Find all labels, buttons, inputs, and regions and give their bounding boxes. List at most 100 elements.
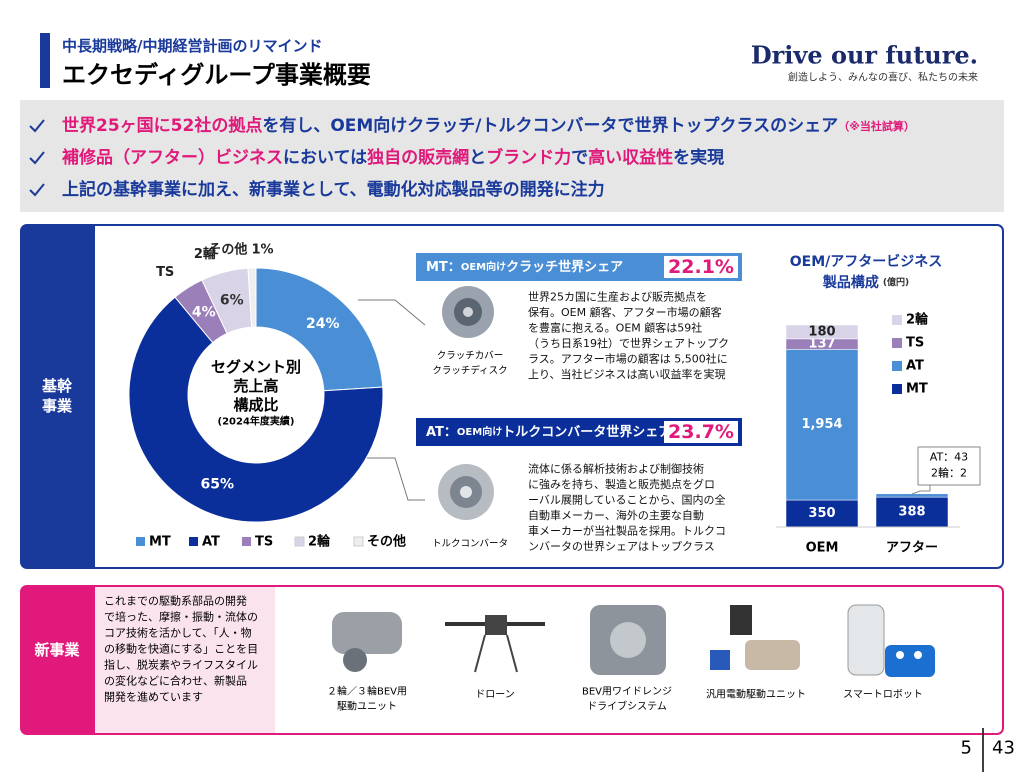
legend-label: AT [906,359,924,374]
slice-name-label: 2輪 [194,246,217,262]
image-caption: クラッチカバー [437,351,504,362]
legend-label: AT [202,535,220,550]
legend-swatch [189,537,198,546]
highlight-segment: においては [283,148,367,168]
clutch-image [442,286,494,338]
slice-name-label: TS [156,265,174,280]
tagline: 創造しよう、みんなの喜び、私たちの未来 [788,71,978,84]
robot-image [847,604,935,677]
highlight-box [20,100,1004,212]
donut-slice [128,296,384,523]
annotation-box [917,446,981,486]
description-line: 保有。OEM 顧客、アフター市場の顧客 [528,305,722,319]
donut-slice [255,267,384,392]
share-subject: トルクコンバータ世界シェア [502,424,671,440]
motor-unit-image [710,605,800,670]
description-line: 車メーカーが当社製品を採用。トルクコ [528,524,726,538]
item-caption: 駆動ユニット [337,700,397,713]
check-icon [29,151,45,165]
slice-name-label: その他 [208,242,247,258]
brand: Drive our future. [751,41,978,70]
share-value: 22.1% [668,256,734,278]
share-qualifier: OEM向け [457,425,502,438]
highlight-line: 世界25ヶ国に52社の拠点を有し、OEM向けクラッチ/トルクコンバータで世界トッ… [62,115,915,136]
share-subject: クラッチ世界シェア [506,259,623,275]
donut-title: 構成比 [233,396,278,414]
title-bar [40,33,50,88]
new-description-line: の変化などに合わせ、新製品 [104,674,247,688]
highlight-segment: 上記の基幹事業に加え、新事業として、電動化対応製品等の開発に注力 [62,179,605,200]
annotation-text: 2輪：2 [931,466,967,480]
description-line: 世界25カ国に生産および販売拠点を [528,290,707,304]
drive-system-image [590,605,666,675]
bar-value-label: 137 [808,337,835,352]
highlight-segment: 補修品（アフター）ビジネス [61,147,283,168]
share-prefix: MT： [426,260,461,275]
bar-title: 製品構成 (億円) [822,274,909,291]
donut-title: セグメント別 [211,358,301,376]
legend-label: MT [906,382,928,397]
new-label-band [21,586,95,734]
legend-swatch [353,536,364,547]
highlight-segment: を実現 [673,147,724,168]
donut-slice [247,267,257,328]
new-description-line: で培った、摩擦・振動・流体の [104,610,258,624]
highlight-segment: で [571,148,588,168]
connector [358,299,426,326]
core-label: 基幹事業 [41,377,73,415]
annotation-pointer [911,485,931,495]
connector [355,457,425,501]
legend-label: TS [255,535,273,550]
highlight-line: 上記の基幹事業に加え、新事業として、電動化対応製品等の開発に注力 [62,179,605,200]
new-description-line: 開発を進めています [104,690,203,704]
annotation-text: AT：43 [930,451,968,464]
drone-image [445,615,545,673]
description-line: に強みを持ち、製造と販売拠点をグロ [528,477,715,491]
bar-value-label: 1,954 [801,417,842,432]
new-description-line: の移動を快適にする」ことを目 [104,642,258,656]
slice-value-label: 24% [306,316,340,332]
torque-converter-image [438,464,494,520]
description-line: 流体に係る解析技術および制御技術 [528,462,704,476]
highlight-line: 補修品（アフター）ビジネスにおいては独自の販売網とブランド力で高い収益性を実現 [61,147,724,168]
legend-swatch [892,361,902,371]
bar-value-label: 180 [808,324,835,339]
donut-subtitle: (2024年度実績) [218,415,295,428]
description-line: 上り、当社ビジネスは高い収益率を実現 [528,367,726,381]
page-total: 43 [992,738,1015,759]
bar-category: OEM [806,541,839,556]
highlight-segment: 高い収益性 [588,147,673,168]
share-value-box [664,421,738,443]
legend-swatch [242,537,251,546]
slice-value-label: 1% [251,243,273,258]
bar-segment [875,493,949,498]
donut-title: 売上高 [233,377,278,395]
bar-unit: (億円) [883,276,909,288]
share-value: 23.7% [668,421,734,443]
new-description-line: これまでの駆動系部品の開発 [104,594,247,608]
description-line: ラス。アフター市場の顧客は 5,500社に [528,352,728,366]
bar-segment [785,349,859,501]
share-prefix: AT： [426,425,457,440]
highlight-segment: 独自の販売網 [367,147,469,168]
bar-category: アフター [886,541,938,556]
page-number: 5 [961,738,972,759]
legend-label: その他 [367,534,406,550]
legend-swatch [136,537,145,546]
legend-label: 2輪 [308,534,331,550]
new-description-box [95,587,275,733]
legend-label: MT [149,535,171,550]
legend-swatch [294,536,305,547]
highlight-segment: を有し、OEM向けクラッチ/トルクコンバータで世界トップクラスのシェア [262,115,838,136]
description-line: を豊富に抱える。OEM 顧客は59社 [528,321,702,335]
share-title: MT：OEM向けクラッチ世界シェア [426,259,623,275]
legend-swatch [892,315,902,325]
check-icon [29,183,45,197]
highlight-segment: と [469,148,486,168]
share-title: AT：OEM向けトルクコンバータ世界シェア [426,424,671,440]
slice-value-label: 65% [201,476,235,492]
bar-segment [875,496,949,528]
item-caption: 汎用電動駆動ユニット [706,688,806,701]
description-line: （うち日系19社）で世界シェアトップク [528,336,729,350]
